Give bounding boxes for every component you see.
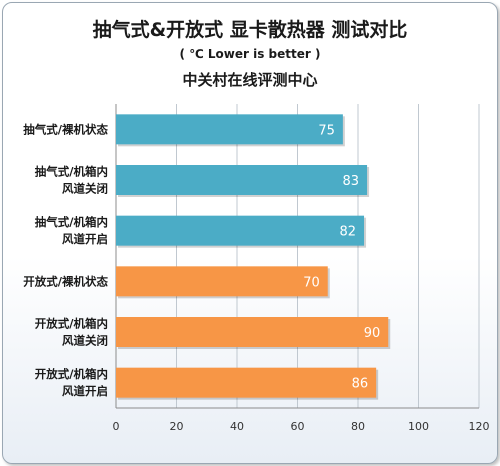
- x-tick-label: 40: [230, 420, 244, 433]
- bar-value-label: 75: [318, 123, 335, 138]
- x-tick-label: 80: [351, 420, 365, 433]
- bar-value-label: 82: [340, 225, 357, 240]
- category-label: 开放式/机箱内: [35, 317, 108, 331]
- category-label: 开放式/裸机状态: [23, 274, 108, 288]
- category-label: 开放式/机箱内: [35, 367, 108, 381]
- bar: [116, 165, 368, 195]
- bar-value-label: 86: [352, 377, 369, 392]
- x-tick-label: 100: [408, 420, 429, 433]
- category-label: 风道开启: [62, 384, 108, 398]
- bar: [116, 266, 328, 297]
- x-tick-label: 0: [113, 420, 120, 433]
- bar: [116, 114, 343, 145]
- bar: [116, 317, 389, 347]
- bar-value-label: 70: [303, 275, 320, 290]
- category-label: 抽气式/机箱内: [35, 165, 108, 179]
- chart-subtitle: ( ℃ Lower is better ): [179, 47, 321, 61]
- x-tick-label: 120: [469, 420, 490, 433]
- category-label: 风道关闭: [62, 334, 108, 348]
- category-label: 风道关闭: [62, 182, 108, 196]
- category-label: 抽气式/裸机状态: [23, 122, 108, 136]
- bar: [116, 215, 365, 246]
- bar: [116, 367, 377, 398]
- category-label: 抽气式/机箱内: [35, 215, 108, 229]
- chart-source: 中关村在线评测中心: [182, 71, 318, 89]
- bar-value-label: 83: [343, 174, 360, 189]
- x-tick-label: 20: [170, 420, 184, 433]
- x-tick-label: 60: [291, 420, 305, 433]
- chart-title: 抽气式&开放式 显卡散热器 测试对比: [92, 19, 408, 41]
- category-label: 风道开启: [62, 232, 108, 246]
- bar-value-label: 90: [364, 326, 381, 341]
